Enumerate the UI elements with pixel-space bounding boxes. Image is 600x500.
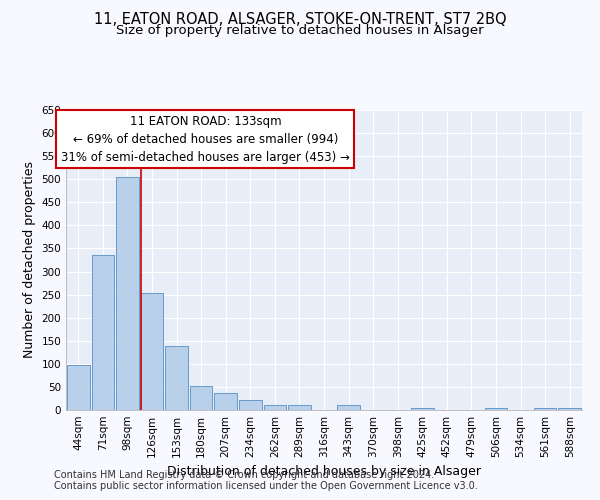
Bar — [165, 346, 188, 410]
Bar — [534, 408, 556, 410]
Bar — [263, 406, 286, 410]
Text: Contains HM Land Registry data © Crown copyright and database right 2024.: Contains HM Land Registry data © Crown c… — [54, 470, 434, 480]
Bar — [288, 406, 311, 410]
Bar — [190, 386, 212, 410]
X-axis label: Distribution of detached houses by size in Alsager: Distribution of detached houses by size … — [167, 466, 481, 478]
Y-axis label: Number of detached properties: Number of detached properties — [23, 162, 36, 358]
Text: 11 EATON ROAD: 133sqm
← 69% of detached houses are smaller (994)
31% of semi-det: 11 EATON ROAD: 133sqm ← 69% of detached … — [61, 114, 350, 164]
Bar — [92, 256, 114, 410]
Bar — [239, 400, 262, 410]
Bar — [485, 408, 508, 410]
Bar — [140, 293, 163, 410]
Bar — [116, 177, 139, 410]
Bar — [411, 408, 434, 410]
Text: Contains public sector information licensed under the Open Government Licence v3: Contains public sector information licen… — [54, 481, 478, 491]
Bar — [67, 365, 89, 410]
Bar — [559, 408, 581, 410]
Text: 11, EATON ROAD, ALSAGER, STOKE-ON-TRENT, ST7 2BQ: 11, EATON ROAD, ALSAGER, STOKE-ON-TRENT,… — [94, 12, 506, 28]
Bar — [337, 406, 360, 410]
Text: Size of property relative to detached houses in Alsager: Size of property relative to detached ho… — [116, 24, 484, 37]
Bar — [214, 393, 237, 410]
